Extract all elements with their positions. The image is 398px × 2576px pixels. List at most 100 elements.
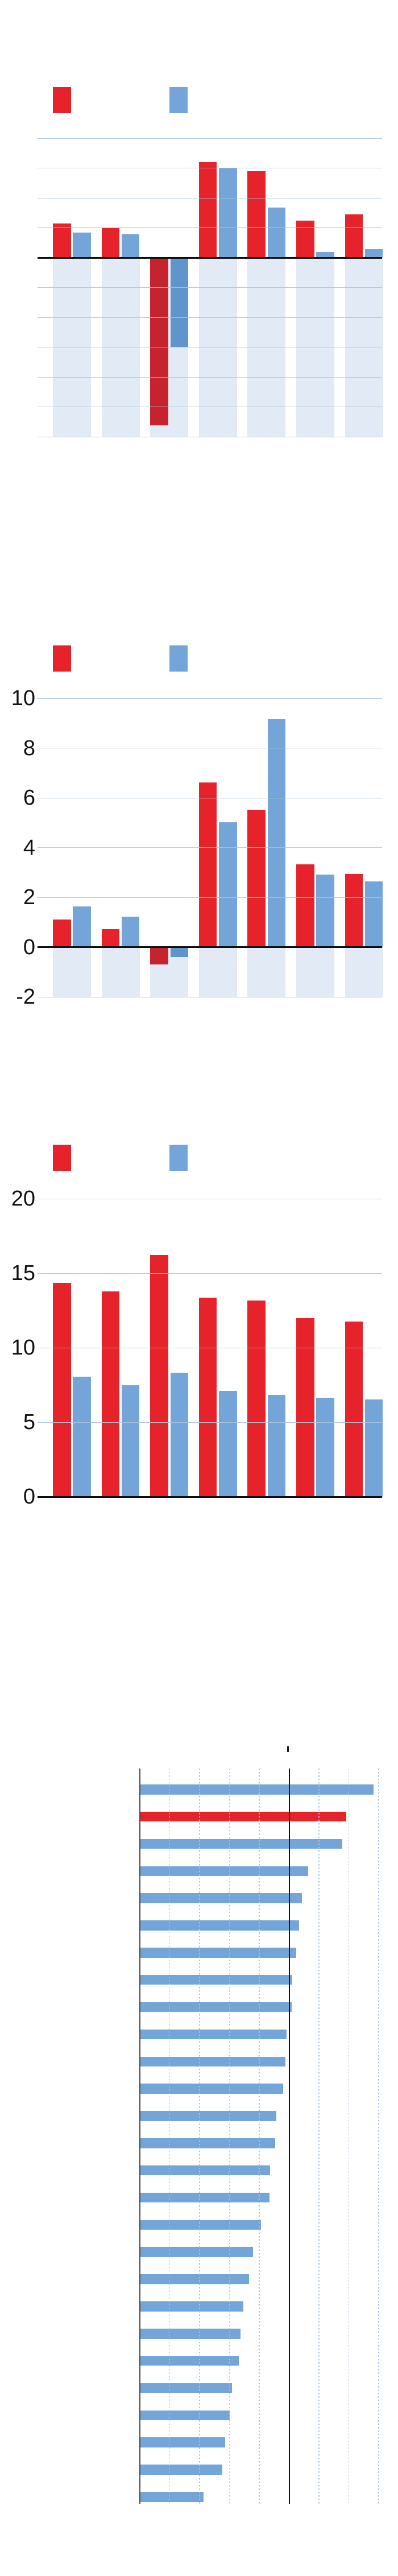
hbar (140, 2084, 283, 2094)
y-axis-tick-label: 10 (11, 1336, 35, 1360)
zero-axis-line (38, 256, 382, 259)
hbar (140, 1920, 299, 1931)
bar-red (198, 1298, 217, 1497)
hbar (140, 2219, 262, 2230)
hbar-highlight (140, 1811, 346, 1822)
bar-blue (364, 1399, 383, 1497)
legend-swatch-blue (169, 87, 188, 113)
hbar (140, 1784, 374, 1795)
negative-column-band (198, 947, 237, 997)
grid-line (38, 227, 382, 228)
bar-red (198, 782, 217, 947)
grid-line (38, 376, 382, 378)
grid-line (38, 897, 382, 898)
hbar (140, 1838, 342, 1849)
bar-blue (73, 1377, 91, 1497)
hbar (140, 2274, 250, 2284)
y-axis-tick-label: 5 (23, 1410, 35, 1434)
bar-red (53, 920, 71, 947)
hbar (140, 2492, 204, 2502)
bar-red (247, 1300, 266, 1497)
axis-tick-marker (287, 1746, 289, 1752)
bar-blue (73, 906, 91, 947)
bar-blue (170, 1373, 188, 1497)
y-axis-line (139, 1769, 140, 2504)
bar-blue (267, 207, 286, 258)
legend-swatch-blue (169, 1145, 188, 1171)
hbar (140, 2056, 286, 2066)
grid-line (38, 698, 382, 699)
zero-axis-line (38, 1496, 382, 1498)
grid-line (38, 847, 382, 848)
y-axis-tick-label: 20 (11, 1187, 35, 1211)
bar-red (150, 1254, 168, 1497)
vertical-gridline (378, 1769, 379, 2504)
zero-axis-line (38, 946, 382, 948)
negative-column-band (247, 947, 286, 997)
y-axis-tick-label: -2 (16, 985, 35, 1009)
hbar (140, 2355, 239, 2366)
hbar (140, 2111, 276, 2121)
legend-swatch-red (53, 645, 71, 672)
hbar (140, 2383, 233, 2393)
vertical-gridline (229, 1769, 230, 2504)
bar-blue (121, 1385, 140, 1497)
bar-blue (267, 1395, 286, 1497)
grid-line (38, 317, 382, 318)
hbar (140, 2410, 230, 2421)
hbar (140, 2029, 287, 2040)
bar-red (345, 873, 363, 947)
y-axis-tick-label: 10 (11, 686, 35, 710)
bar-blue (364, 881, 383, 947)
y-axis-tick-label: 6 (23, 786, 35, 810)
y-axis-tick-label: 2 (23, 885, 35, 909)
bar-blue (219, 168, 237, 258)
bar-blue (121, 234, 140, 258)
hbar (140, 2247, 253, 2257)
negative-column-band (53, 947, 91, 997)
bar-red (345, 214, 363, 258)
bar-red (296, 1318, 314, 1497)
legend-swatch-red (53, 87, 71, 113)
bar-blue (219, 1391, 237, 1497)
y-axis-tick-label: 8 (23, 736, 35, 760)
negative-column-band (101, 947, 140, 997)
hbar (140, 1893, 302, 1903)
bar-blue (170, 947, 188, 957)
legend-swatch-blue (169, 645, 188, 672)
hbar (140, 2002, 292, 2012)
bar-red (150, 258, 168, 426)
negative-column-band (345, 947, 383, 997)
hbar (140, 2192, 270, 2203)
hbar (140, 2465, 222, 2475)
legend-swatch-red (53, 1145, 71, 1171)
bar-red (101, 1291, 120, 1497)
vertical-gridline (348, 1769, 350, 2504)
y-axis-tick-label: 0 (23, 935, 35, 959)
vertical-gridline (199, 1769, 200, 2504)
bar-red (53, 223, 71, 258)
grid-line (38, 287, 382, 288)
bar-red (345, 1321, 363, 1497)
y-axis-tick-label: 0 (23, 1485, 35, 1509)
bar-red (198, 162, 217, 258)
reference-line (288, 1769, 290, 2504)
bar-blue (316, 251, 334, 258)
bar-blue (219, 822, 237, 947)
grid-line (38, 138, 382, 139)
bar-red (247, 810, 266, 947)
bar-red (101, 929, 120, 947)
hbar (140, 2437, 226, 2447)
bar-red (150, 947, 168, 964)
vertical-gridline (259, 1769, 260, 2504)
vertical-gridline (169, 1769, 171, 2504)
negative-column-band (296, 947, 334, 997)
bar-blue (170, 258, 188, 347)
bar-blue (364, 249, 383, 258)
grid-line (38, 1273, 382, 1274)
bar-red (101, 228, 120, 258)
bar-blue (267, 718, 286, 947)
vertical-gridline (318, 1769, 320, 2504)
hbar (140, 2138, 276, 2148)
